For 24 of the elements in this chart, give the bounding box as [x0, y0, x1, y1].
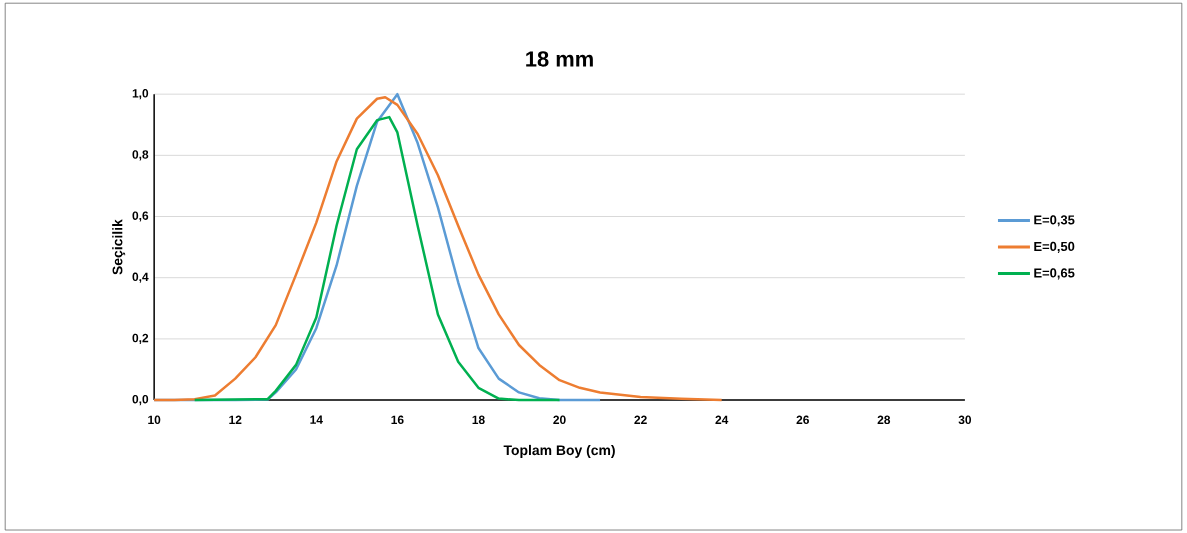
y-tick-label: 0,2 — [132, 333, 149, 344]
y-tick-label: 0,0 — [132, 394, 149, 406]
legend-label: E=0,35 — [1034, 215, 1075, 227]
y-tick-label: 0,4 — [132, 272, 149, 283]
x-tick-label: 14 — [310, 415, 323, 424]
x-tick-label: 12 — [229, 415, 242, 424]
x-tick-label: 10 — [148, 415, 161, 424]
y-axis-title: Seçicilik — [112, 219, 126, 275]
y-tick-label: 1,0 — [132, 88, 149, 100]
legend-label: E=0,65 — [1034, 268, 1075, 280]
legend-label: E=0,50 — [1034, 241, 1075, 253]
x-tick-label: 30 — [958, 415, 972, 424]
line-series — [193, 115, 561, 402]
x-tick-label: 28 — [877, 415, 891, 424]
x-tick-label: 16 — [391, 415, 404, 424]
x-axis-title: Toplam Boy (cm) — [503, 444, 615, 458]
x-tick-label: 22 — [634, 415, 647, 424]
x-tick-label: 18 — [472, 415, 485, 424]
y-tick-label: 0,6 — [132, 211, 149, 222]
x-tick-label: 26 — [796, 415, 809, 424]
y-tick-label: 0,8 — [132, 150, 149, 161]
x-tick-label: 24 — [715, 415, 729, 424]
chart-title: 18 mm — [526, 51, 593, 67]
x-tick-label: 20 — [553, 415, 566, 424]
